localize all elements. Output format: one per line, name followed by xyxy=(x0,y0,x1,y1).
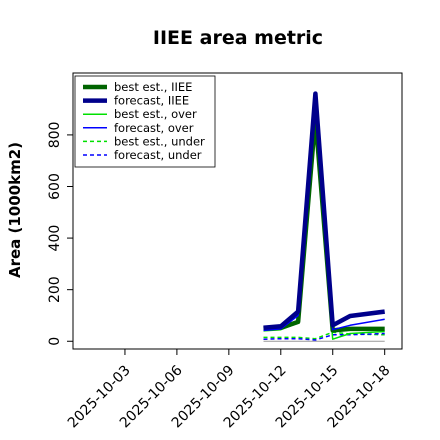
chart-title: IIEE area metric xyxy=(153,27,323,49)
y-axis-label: Area (1000km2) xyxy=(6,142,24,278)
series-layer xyxy=(263,91,385,342)
legend-entry: best est., over xyxy=(114,107,197,121)
y-axis: 0 200 400 600 800 xyxy=(47,122,73,346)
legend-entry: best est., under xyxy=(114,134,205,148)
y-tick-label: 800 xyxy=(47,122,63,149)
y-tick-label: 600 xyxy=(47,173,63,200)
legend-entry: forecast, IIEE xyxy=(114,94,189,108)
legend-entry: best est., IIEE xyxy=(114,80,192,94)
y-tick-label: 200 xyxy=(47,276,63,303)
series-line-2 xyxy=(263,91,385,331)
y-tick-label: 400 xyxy=(47,225,63,252)
legend-entry: forecast, under xyxy=(114,148,202,162)
legend-box xyxy=(74,75,216,168)
series-line-6 xyxy=(263,332,385,341)
plot-frame xyxy=(72,72,403,350)
legend-entry: forecast, over xyxy=(114,121,194,135)
x-axis: 2025-10-032025-10-062025-10-092025-10-12… xyxy=(65,349,394,431)
y-tick-label: 0 xyxy=(47,337,63,346)
